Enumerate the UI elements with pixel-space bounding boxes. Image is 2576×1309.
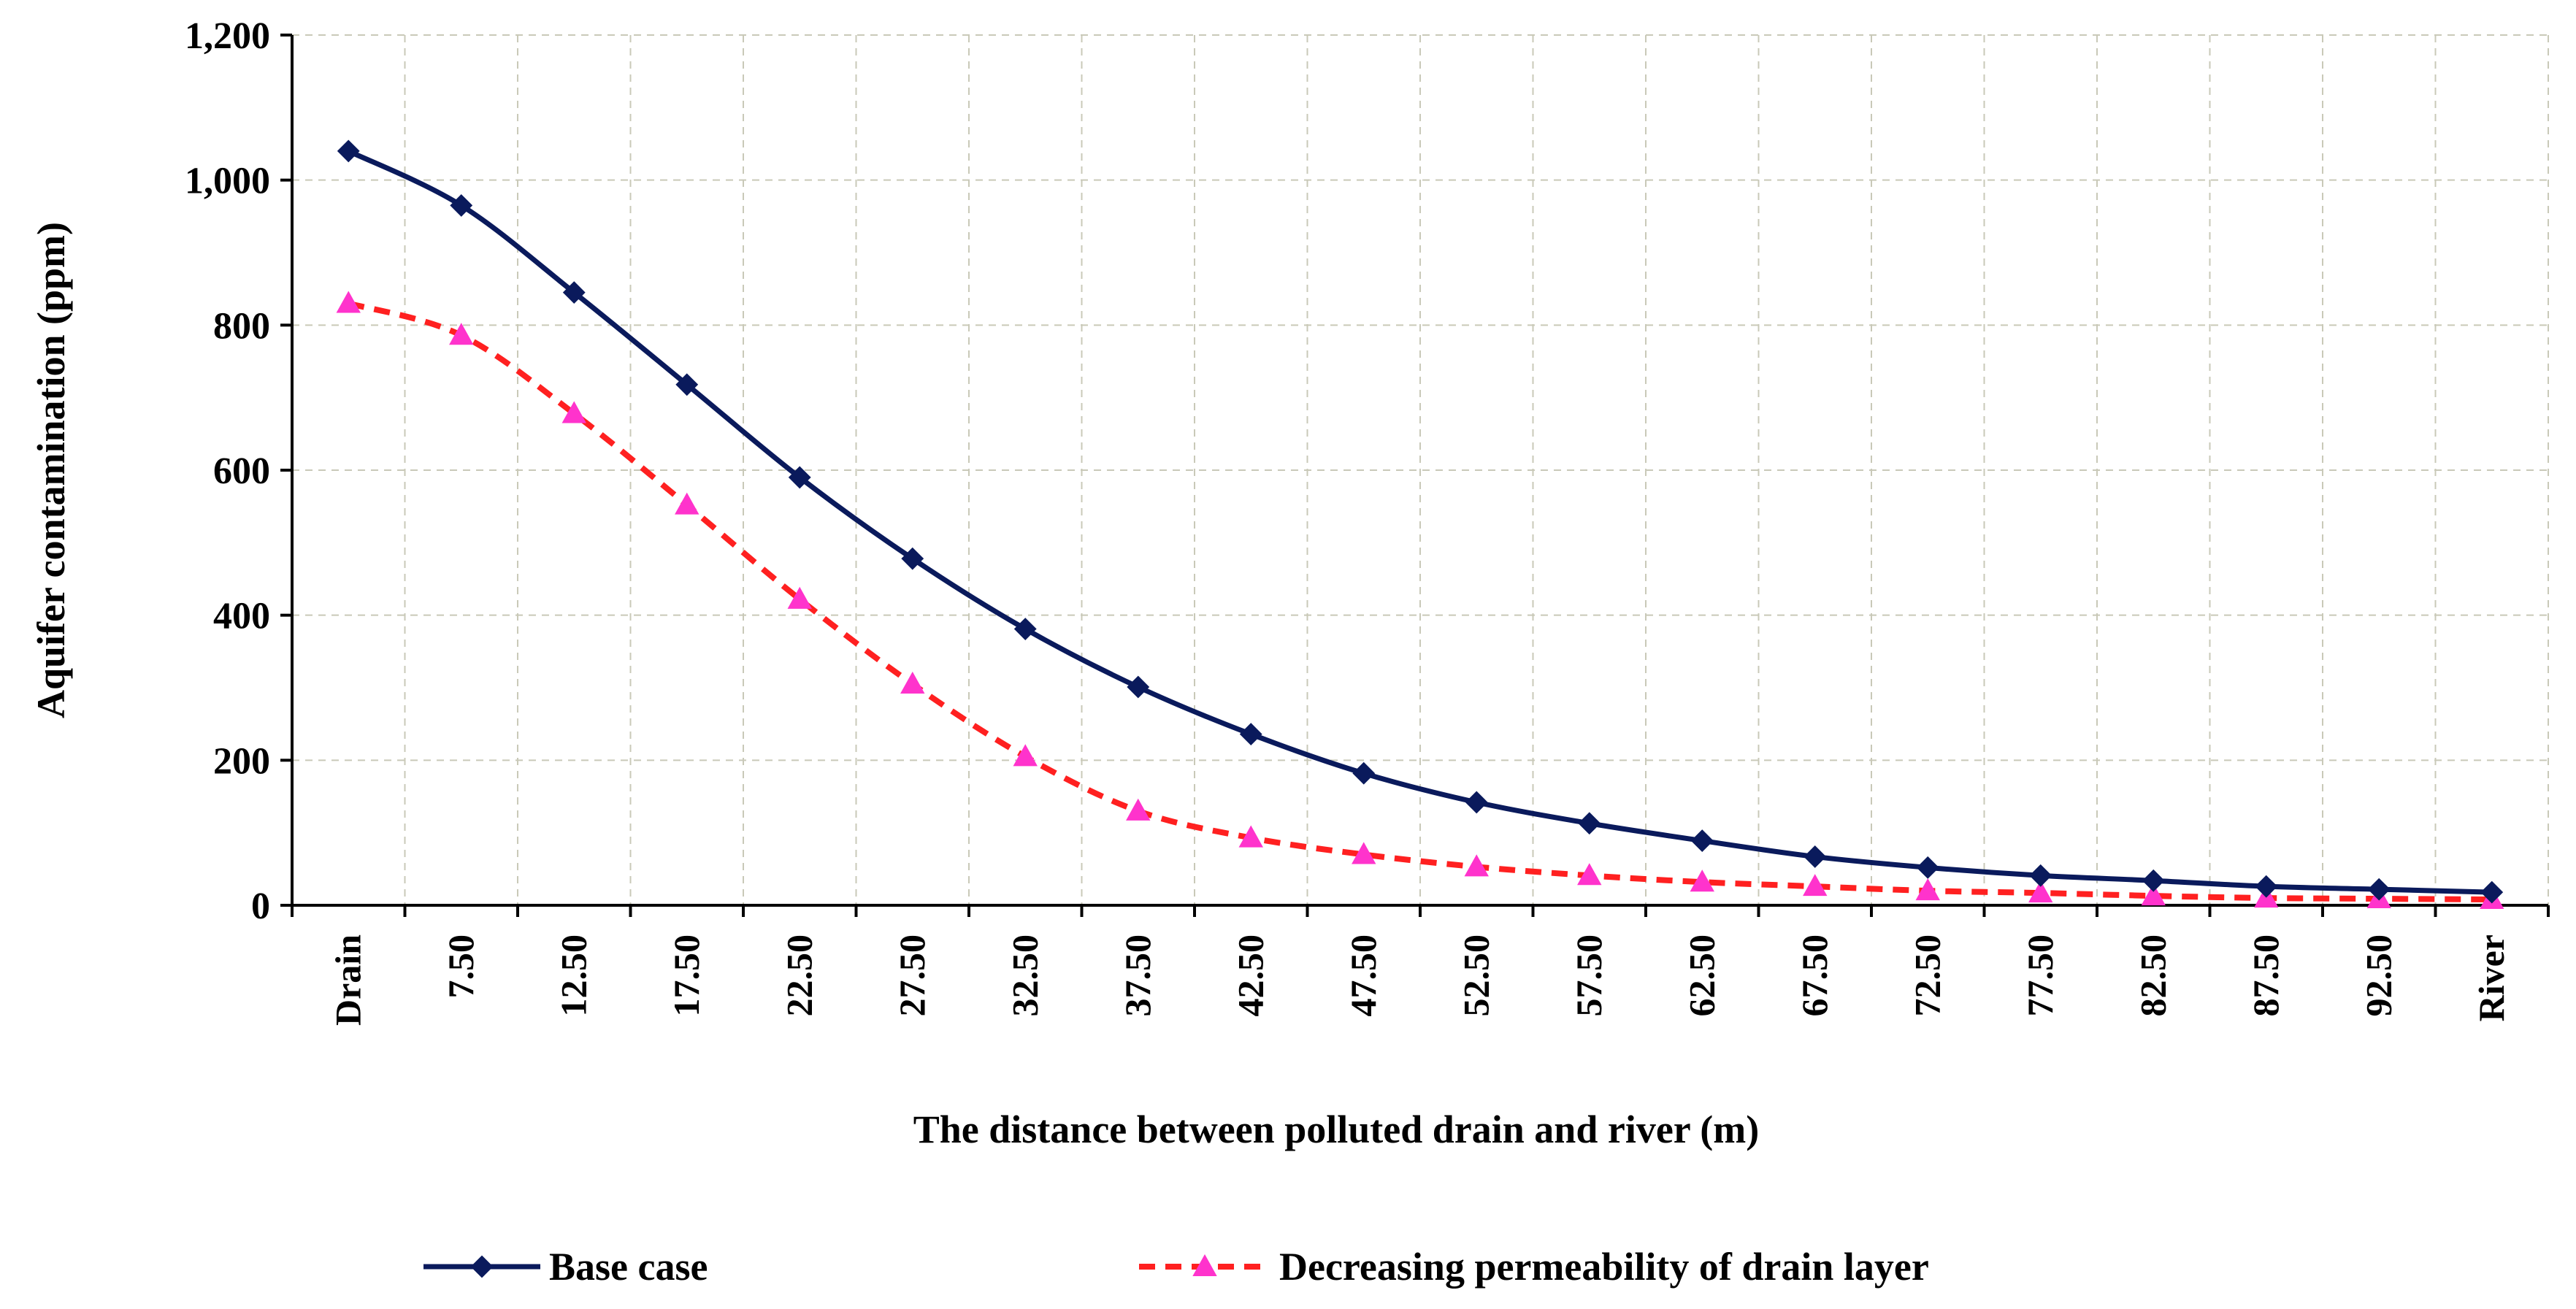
- labels-layer: 0 200 400 600 800 1,000 1,200 Drain 7.50 12.50 17.…: [29, 15, 2512, 1151]
- series-layer: [336, 139, 2504, 910]
- x-tick-label: 37.50: [1117, 934, 1158, 1017]
- x-tick-label: 82.50: [2132, 934, 2173, 1017]
- x-tick-label: 22.50: [778, 934, 819, 1017]
- y-tick-label: 1,000: [185, 161, 270, 202]
- data-point[interactable]: [2142, 869, 2165, 892]
- data-point[interactable]: [1013, 618, 1037, 640]
- data-point[interactable]: [1013, 744, 1038, 767]
- x-tick-label: 7.50: [440, 934, 481, 999]
- data-point[interactable]: [1690, 829, 1714, 853]
- y-tick-label: 0: [251, 886, 270, 927]
- data-point[interactable]: [1916, 856, 1939, 879]
- data-point[interactable]: [1126, 798, 1151, 821]
- x-tick-label: 42.50: [1230, 934, 1270, 1017]
- data-point[interactable]: [1352, 761, 1376, 785]
- data-point[interactable]: [1127, 675, 1150, 699]
- data-point[interactable]: [901, 547, 924, 570]
- legend-item-base-case[interactable]: Base case: [423, 1245, 708, 1289]
- legend-label: Decreasing permeability of drain layer: [1279, 1245, 1929, 1289]
- data-point[interactable]: [1803, 845, 1827, 868]
- data-point[interactable]: [561, 401, 586, 423]
- x-tick-label: 62.50: [1681, 934, 1722, 1017]
- legend-label: Base case: [549, 1245, 708, 1289]
- data-point[interactable]: [1690, 870, 1714, 892]
- x-axis-title: The distance between polluted drain and …: [913, 1108, 1760, 1151]
- legend: Base case Decreasing permeability of drai…: [423, 1245, 1929, 1289]
- legend-item-decreasing-permeability[interactable]: Decreasing permeability of drain layer: [1139, 1245, 1929, 1289]
- x-tick-label: 57.50: [1568, 934, 1609, 1017]
- x-tick-label: 92.50: [2358, 934, 2399, 1017]
- data-point[interactable]: [2255, 875, 2278, 898]
- y-tick-label: 800: [213, 305, 270, 347]
- x-tick-label: 32.50: [1004, 934, 1045, 1017]
- data-point[interactable]: [1465, 791, 1488, 814]
- series-base-case: [337, 139, 2504, 904]
- y-tick-label: 600: [213, 450, 270, 492]
- data-point[interactable]: [336, 291, 361, 313]
- axes: [280, 34, 2550, 917]
- data-point[interactable]: [675, 492, 699, 515]
- x-tick-label: River: [2471, 934, 2512, 1021]
- data-point[interactable]: [1464, 854, 1489, 877]
- x-tick-label: 17.50: [666, 934, 707, 1017]
- legend-marker[interactable]: [1192, 1254, 1217, 1276]
- x-tick-label: Drain: [327, 934, 368, 1026]
- grid-layer: [292, 34, 2549, 905]
- data-point[interactable]: [1578, 812, 1601, 835]
- data-point[interactable]: [2141, 883, 2166, 906]
- x-tick-label: 67.50: [1794, 934, 1835, 1017]
- x-tick-label: 77.50: [2020, 934, 2061, 1017]
- x-tick-label: 72.50: [1906, 934, 1947, 1017]
- data-point[interactable]: [1238, 825, 1263, 848]
- data-point[interactable]: [900, 671, 925, 694]
- x-tick-label: 47.50: [1343, 934, 1384, 1017]
- data-point[interactable]: [787, 586, 812, 609]
- y-tick-label: 200: [213, 740, 270, 782]
- y-axis-title: Aquifer contamination (ppm): [29, 222, 73, 718]
- y-tick-label: 1,200: [185, 15, 270, 57]
- data-point[interactable]: [788, 466, 811, 489]
- x-tick-label: 12.50: [553, 934, 594, 1017]
- series-decreasing-permeability: [336, 291, 2504, 910]
- data-point[interactable]: [562, 281, 586, 304]
- y-tick-label: 400: [213, 596, 270, 637]
- data-point[interactable]: [2029, 864, 2052, 887]
- data-point[interactable]: [675, 373, 699, 396]
- data-point[interactable]: [2028, 880, 2053, 903]
- data-point[interactable]: [1577, 863, 1602, 886]
- x-tick-label: 27.50: [892, 934, 932, 1017]
- data-point[interactable]: [1803, 874, 1828, 897]
- x-tick-label: 87.50: [2245, 934, 2286, 1017]
- data-point[interactable]: [1352, 842, 1376, 864]
- legend-marker[interactable]: [470, 1255, 494, 1278]
- data-point[interactable]: [1915, 878, 1940, 901]
- x-tick-label: 52.50: [1455, 934, 1496, 1017]
- data-point[interactable]: [1239, 723, 1262, 745]
- data-point[interactable]: [2480, 880, 2504, 904]
- data-point[interactable]: [450, 194, 473, 217]
- data-point[interactable]: [2367, 878, 2391, 901]
- data-point[interactable]: [449, 323, 474, 345]
- data-point[interactable]: [337, 139, 360, 163]
